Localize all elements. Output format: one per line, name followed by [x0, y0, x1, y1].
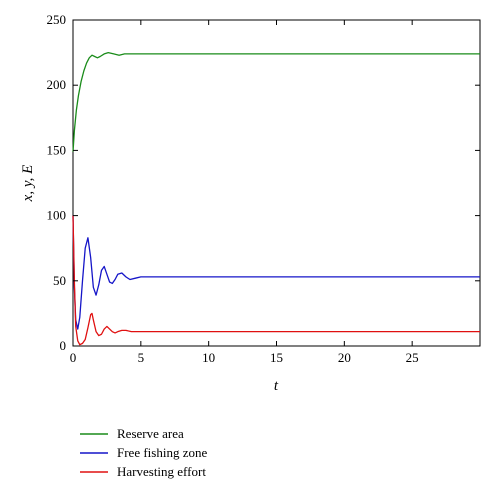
series-layer — [72, 51, 480, 346]
legend: Reserve area Free fishing zone Harvesting … — [80, 426, 207, 479]
y-tick-label: 250 — [47, 12, 67, 27]
x-tick-label: 0 — [70, 350, 77, 365]
x-tick-label: 10 — [202, 350, 215, 365]
y-tick-label: 200 — [47, 77, 67, 92]
series-line-harvesting-effort — [72, 215, 480, 346]
y-tick-label: 150 — [47, 142, 67, 157]
y-tick-label: 0 — [60, 338, 67, 353]
x-tick-label: 5 — [138, 350, 145, 365]
series-line-reserve-area — [72, 51, 480, 152]
series-line-free-fishing-zone — [72, 215, 480, 330]
y-tick-label: 50 — [53, 273, 66, 288]
plot-frame — [72, 19, 481, 347]
legend-label: Harvesting effort — [117, 464, 206, 479]
x-tick-label: 15 — [270, 350, 283, 365]
legend-label: Free fishing zone — [117, 445, 207, 460]
y-tick-label: 100 — [47, 208, 67, 223]
x-tick-label: 25 — [406, 350, 419, 365]
x-tick-label: 20 — [338, 350, 351, 365]
x-axis-label: t — [274, 378, 279, 394]
legend-label: Reserve area — [117, 426, 184, 441]
y-axis-label: x, y, E — [20, 165, 36, 203]
